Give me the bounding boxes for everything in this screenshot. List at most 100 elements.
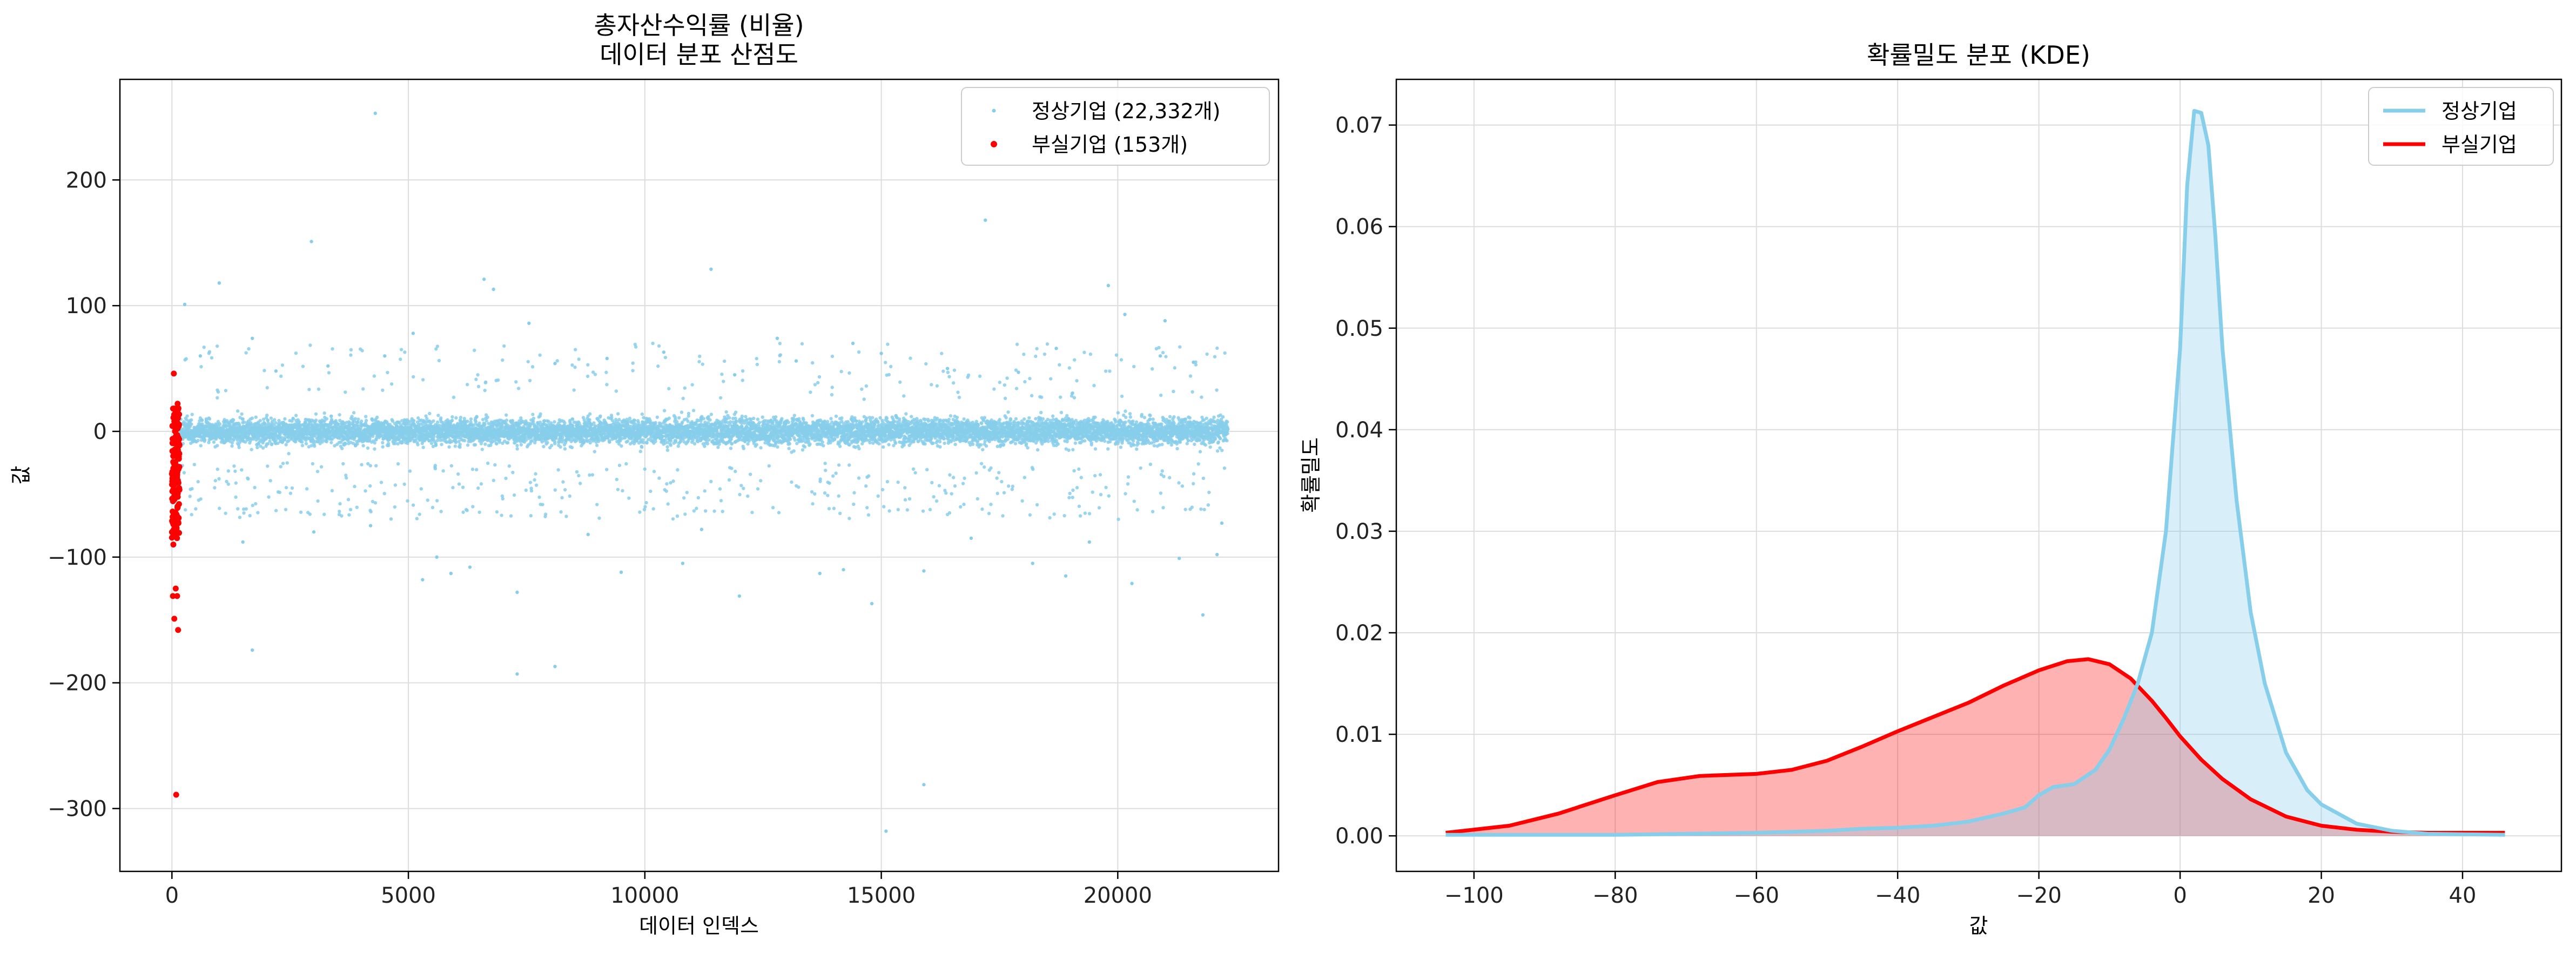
- scatter-normal-point: [269, 416, 273, 420]
- scatter-normal-point: [556, 468, 560, 472]
- scatter-normal-point: [280, 363, 285, 367]
- scatter-normal-point: [391, 419, 395, 423]
- scatter-normal-point: [338, 418, 342, 423]
- scatter-normal-point: [718, 396, 723, 400]
- scatter-normal-point: [325, 439, 328, 444]
- scatter-normal-point: [396, 462, 400, 466]
- scatter-normal-point: [255, 445, 259, 450]
- scatter-normal-point: [230, 444, 234, 448]
- scatter-normal-point: [724, 410, 728, 414]
- scatter-normal-point: [350, 415, 354, 418]
- scatter-normal-point: [212, 440, 216, 444]
- scatter-normal-point: [676, 468, 680, 472]
- scatter-normal-point: [373, 441, 376, 445]
- scatter-normal-point: [233, 469, 237, 473]
- scatter-normal-point: [248, 513, 252, 518]
- scatter-normal-point: [453, 444, 458, 448]
- scatter-normal-point: [434, 443, 438, 447]
- scatter-normal-point: [682, 496, 686, 500]
- scatter-normal-point: [287, 452, 291, 456]
- scatter-normal-point: [216, 396, 219, 400]
- scatter-normal-point: [621, 489, 624, 493]
- scatter-normal-point: [381, 388, 385, 392]
- scatter-normal-point: [627, 496, 631, 500]
- scatter-normal-point: [355, 505, 359, 509]
- scatter-normal-point: [509, 514, 513, 518]
- scatter-normal-point: [266, 418, 270, 422]
- scatter-normal-point: [709, 479, 713, 484]
- scatter-normal-point: [338, 502, 342, 506]
- scatter-normal-point: [270, 442, 274, 446]
- scatter-normal-point: [313, 434, 317, 438]
- scatter-normal-point: [657, 344, 661, 348]
- scatter-normal-point: [617, 418, 621, 422]
- scatter-normal-point: [251, 504, 254, 508]
- scatter-normal-point: [244, 507, 248, 511]
- scatter-normal-point: [329, 441, 333, 444]
- scatter-normal-point: [435, 499, 439, 503]
- scatter-normal-point: [740, 414, 744, 418]
- scatter-normal-point: [655, 415, 660, 419]
- scatter-normal-point: [542, 444, 546, 449]
- scatter-normal-point: [742, 446, 745, 450]
- scatter-normal-point: [294, 414, 298, 417]
- scatter-normal-point: [185, 414, 189, 418]
- scatter-normal-point: [588, 412, 592, 416]
- scatter-normal-point: [304, 421, 308, 425]
- scatter-normal-point: [237, 445, 241, 449]
- scatter-normal-point: [553, 442, 557, 445]
- scatter-normal-point: [249, 423, 253, 427]
- scatter-normal-point: [677, 416, 681, 420]
- scatter-normal-point: [355, 442, 359, 446]
- scatter-normal-point: [402, 482, 406, 486]
- scatter-normal-point: [344, 390, 347, 394]
- scatter-normal-point: [577, 357, 581, 361]
- scatter-normal-point: [374, 464, 378, 468]
- scatter-normal-point: [210, 356, 214, 360]
- scatter-normal-point: [671, 517, 675, 521]
- scatter-normal-point: [435, 420, 440, 424]
- scatter-normal-point: [188, 495, 192, 498]
- scatter-normal-point: [380, 434, 384, 438]
- scatter-normal-point: [458, 442, 462, 446]
- scatter-normal-point: [389, 517, 393, 521]
- scatter-normal-point: [338, 413, 341, 417]
- scatter-normal-point: [337, 422, 340, 426]
- scatter-normal-point: [254, 415, 258, 419]
- scatter-normal-point: [421, 378, 425, 382]
- scatter-normal-point: [575, 470, 579, 474]
- scatter-normal-point: [327, 371, 331, 375]
- scatter-normal-point: [484, 380, 488, 384]
- scatter-normal-point: [349, 348, 353, 352]
- scatter-normal-point: [757, 421, 762, 424]
- scatter-normal-point: [616, 412, 620, 416]
- scatter-normal-point: [272, 418, 277, 422]
- scatter-normal-point: [277, 418, 281, 423]
- scatter-normal-point: [236, 438, 239, 442]
- scatter-normal-point: [708, 418, 712, 422]
- scatter-normal-point: [232, 464, 236, 468]
- scatter-normal-point: [642, 441, 645, 444]
- scatter-normal-point: [616, 488, 620, 491]
- scatter-normal-point: [439, 416, 443, 420]
- scatter-normal-point: [325, 417, 329, 421]
- scatter-normal-point: [605, 383, 609, 387]
- scatter-normal-point: [721, 510, 724, 513]
- scatter-normal-point: [231, 418, 236, 422]
- scatter-normal-point: [663, 355, 668, 360]
- scatter-normal-point: [662, 409, 667, 412]
- scatter-normal-point: [528, 481, 533, 484]
- scatter-normal-point: [190, 422, 193, 426]
- scatter-normal-point: [480, 448, 484, 451]
- scatter-normal-point: [238, 516, 242, 519]
- scatter-normal-point: [485, 419, 488, 423]
- scatter-normal-point: [681, 396, 685, 401]
- scatter-normal-point: [224, 389, 228, 393]
- scatter-normal-point: [734, 410, 738, 414]
- scatter-normal-point: [338, 510, 341, 513]
- scatter-normal-point: [738, 492, 742, 497]
- scatter-normal-point: [244, 351, 248, 355]
- scatter-normal-point: [242, 420, 246, 424]
- scatter-normal-point: [285, 461, 289, 465]
